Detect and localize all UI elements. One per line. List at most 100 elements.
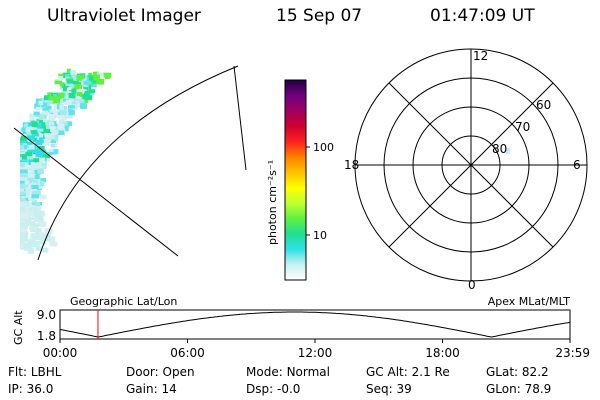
emission-pixel [51, 150, 58, 155]
emission-pixel [33, 179, 38, 185]
emission-pixel [72, 103, 78, 110]
emission-pixel [36, 132, 43, 138]
info-gain: Gain: 14 [126, 382, 177, 396]
emission-pixel [44, 133, 51, 137]
emission-pixel [20, 191, 25, 196]
emission-pixel [83, 80, 92, 85]
emission-pixel [20, 151, 26, 156]
colorbar: 100 10 photon cm⁻²s⁻¹ [266, 79, 334, 281]
emission-pixel [27, 135, 34, 141]
time-tick-label: 06:00 [170, 346, 205, 360]
emission-pixel [24, 219, 32, 225]
ytick-low: 1.8 [37, 329, 56, 343]
emission-pixel [35, 123, 43, 128]
emission-pixel [72, 75, 80, 81]
emission-pixel [39, 231, 44, 237]
emission-pixel [38, 211, 45, 217]
emission-pixel [27, 141, 33, 145]
emission-pixel [45, 151, 53, 156]
emission-pixel [21, 144, 28, 150]
emission-pixel [65, 75, 70, 82]
emission-pixel [33, 213, 39, 217]
emission-pixel [39, 114, 46, 121]
emission-pixel [53, 135, 59, 141]
limb-arc [37, 65, 239, 261]
emission-pixel [37, 157, 45, 164]
emission-pixel [31, 147, 40, 153]
auroral-emission-pixels [20, 68, 112, 254]
emission-pixel [43, 140, 49, 145]
emission-pixel [87, 95, 93, 101]
instrument-title: Ultraviolet Imager [47, 6, 201, 26]
emission-pixel [26, 127, 34, 133]
emission-pixel [49, 240, 56, 246]
geographic-image-panel [13, 65, 247, 261]
emission-pixel [20, 239, 26, 245]
emission-pixel [20, 162, 25, 168]
emission-pixel [44, 157, 50, 162]
emission-pixel [31, 163, 37, 168]
emission-pixel [57, 123, 65, 130]
emission-pixel [76, 102, 83, 108]
emission-pixel [71, 88, 77, 94]
emission-pixel [66, 113, 73, 119]
orbit-strip: Geographic Lat/Lon Apex MLat/MLT GC Alt … [12, 295, 590, 360]
emission-pixel [26, 152, 33, 157]
emission-pixel [23, 190, 30, 197]
emission-pixel [80, 103, 88, 109]
emission-pixel [29, 126, 38, 132]
emission-pixel [50, 143, 56, 148]
time-tick-label: 12:00 [298, 346, 333, 360]
emission-pixel [47, 135, 55, 140]
strip-frame [59, 309, 571, 340]
emission-pixel [40, 127, 48, 134]
emission-pixel [70, 70, 77, 75]
emission-pixel [42, 107, 49, 111]
emission-pixel [73, 80, 79, 85]
emission-pixel [20, 223, 28, 230]
emission-pixel [36, 139, 44, 144]
emission-pixel [62, 121, 68, 126]
emission-pixel [52, 98, 61, 104]
emission-pixel [41, 236, 50, 240]
emission-pixel [68, 109, 75, 116]
emission-pixel [36, 185, 43, 189]
time-tick-label: 23:59 [555, 346, 590, 360]
info-seq: Seq: 39 [366, 382, 412, 396]
emission-pixel [21, 127, 26, 132]
emission-pixel [27, 196, 33, 200]
emission-pixel [66, 79, 74, 84]
emission-pixel [48, 149, 54, 153]
emission-pixel [31, 194, 40, 199]
emission-pixel [97, 72, 105, 76]
emission-pixel [47, 92, 52, 96]
emission-pixel [44, 129, 52, 135]
emission-pixel [62, 87, 67, 92]
emission-pixel [83, 85, 89, 91]
emission-pixel [27, 173, 36, 178]
emission-pixel [91, 83, 97, 88]
date-label: 15 Sep 07 [276, 6, 363, 26]
emission-pixel [57, 115, 65, 119]
emission-pixel [64, 121, 72, 127]
geographic-title: Geographic Lat/Lon [70, 295, 177, 308]
emission-pixel [42, 154, 50, 159]
emission-pixel [46, 124, 51, 130]
emission-pixel [58, 73, 64, 79]
emission-pixel [40, 194, 47, 200]
emission-pixel [69, 83, 76, 88]
emission-pixel [28, 167, 35, 172]
info-dsp: Dsp: -0.0 [246, 382, 301, 396]
emission-pixel [20, 183, 25, 189]
emission-pixel [34, 113, 42, 118]
emission-pixel [40, 162, 47, 168]
emission-speck [506, 148, 510, 154]
emission-pixel [37, 119, 43, 124]
colorbar-label: photon cm⁻²s⁻¹ [266, 160, 279, 245]
emission-pixel [38, 178, 47, 183]
emission-pixel [54, 80, 63, 85]
emission-pixel [38, 100, 44, 106]
emission-pixel [28, 159, 37, 165]
emission-pixel [61, 125, 69, 132]
mlt-18-label: 18 [344, 158, 359, 172]
